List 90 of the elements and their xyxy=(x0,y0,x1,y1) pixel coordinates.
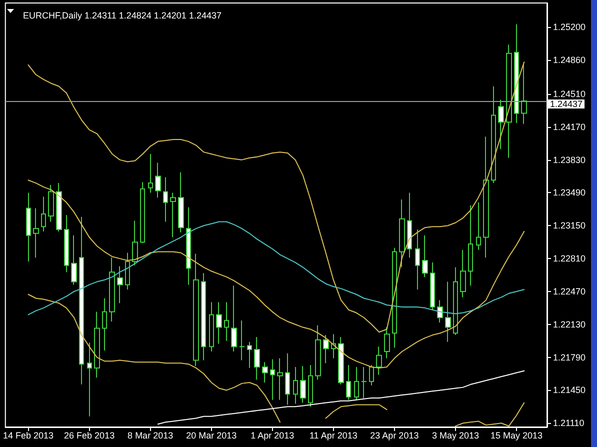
candlestick xyxy=(26,192,31,262)
y-tick-label: 1.23150 xyxy=(553,220,586,231)
line-series xyxy=(28,180,525,368)
candlestick xyxy=(338,336,344,385)
candlestick xyxy=(254,336,260,380)
candlestick xyxy=(514,24,519,124)
x-tick-label: 20 Mar 2013 xyxy=(186,430,237,440)
candlestick xyxy=(468,204,473,286)
y-tick-label: 1.23490 xyxy=(553,188,586,198)
candlestick xyxy=(48,184,54,222)
candlestick xyxy=(56,182,62,232)
candlestick xyxy=(231,285,237,352)
candlestick xyxy=(224,302,229,342)
candlestick xyxy=(323,334,329,364)
candlestick xyxy=(125,252,130,290)
candlestick xyxy=(376,346,382,376)
line-series xyxy=(28,62,525,333)
candlestick xyxy=(163,176,168,222)
candlestick xyxy=(170,192,176,238)
candlestick xyxy=(483,136,489,258)
x-tick-label: 8 Mar 2013 xyxy=(128,430,174,440)
candlestick xyxy=(422,234,428,278)
candlestick xyxy=(430,262,435,310)
candlestick xyxy=(178,172,184,233)
candlestick xyxy=(117,266,123,304)
candlestick xyxy=(476,202,481,250)
candlestick xyxy=(315,324,321,380)
x-tick-label: 3 May 2013 xyxy=(432,430,479,440)
x-tick-label: 1 Apr 2013 xyxy=(250,430,294,440)
candlestick xyxy=(277,358,283,400)
y-tick-label: 1.21450 xyxy=(553,385,586,396)
candlestick xyxy=(41,196,46,232)
y-tick-label: 1.23830 xyxy=(553,154,586,165)
y-tick-label: 1.22130 xyxy=(553,319,586,330)
y-tick-label: 1.22810 xyxy=(553,254,586,264)
text: EURCHF,Daily 1.24311 1.24824 1.24201 1.24437 xyxy=(23,10,222,20)
y-tick-label: 1.24170 xyxy=(553,122,586,132)
candlestick xyxy=(300,366,306,404)
candlestick xyxy=(270,358,275,400)
candlestick xyxy=(102,298,107,352)
candlestick xyxy=(79,216,84,385)
y-tick-label: 1.22470 xyxy=(553,286,586,296)
candlestick xyxy=(33,208,39,258)
candlestick xyxy=(399,199,405,268)
candlestick xyxy=(445,281,451,342)
candlestick xyxy=(64,214,69,273)
y-tick-label: 1.21110 xyxy=(553,418,584,428)
candlestick xyxy=(209,302,214,352)
candlestick xyxy=(140,182,145,244)
x-tick-label: 14 Feb 2013 xyxy=(2,430,54,440)
candlestick xyxy=(155,162,161,198)
candlestick xyxy=(87,342,92,417)
candlestick xyxy=(491,86,496,184)
candlestick xyxy=(293,366,298,404)
candlestick xyxy=(247,341,252,368)
candlestick xyxy=(407,192,412,258)
candlestick xyxy=(94,311,100,378)
candlestick xyxy=(415,229,420,290)
candlestick xyxy=(354,366,359,400)
candlestick xyxy=(521,63,527,124)
candlestick xyxy=(186,206,191,286)
x-tick-label: 15 May 2013 xyxy=(490,430,543,440)
candlestick xyxy=(308,364,313,408)
x-tick-label: 11 Apr 2013 xyxy=(309,430,358,440)
candlestick xyxy=(460,249,466,298)
candlestick xyxy=(361,366,367,398)
candlestick xyxy=(239,320,245,361)
candlestick xyxy=(369,364,374,386)
candlestick xyxy=(498,99,504,150)
y-tick-label: 1.24510 xyxy=(553,88,586,99)
candlestick xyxy=(392,247,397,348)
candlestick xyxy=(201,272,206,361)
candlestick xyxy=(384,326,390,359)
candlestick xyxy=(216,302,222,344)
candlestick xyxy=(193,253,199,367)
candlestick xyxy=(453,266,458,336)
x-tick-label: 26 Feb 2013 xyxy=(64,430,115,440)
candlestick xyxy=(148,154,153,194)
y-tick-label: 1.21790 xyxy=(553,352,586,362)
candlestick xyxy=(262,362,268,383)
candlestick xyxy=(506,44,512,158)
candlestick xyxy=(132,220,138,266)
candlestick xyxy=(437,300,443,323)
y-tick-label: 1.24860 xyxy=(553,55,586,66)
line-series xyxy=(28,221,525,316)
candlestick xyxy=(71,234,77,286)
x-tick-label: 23 Apr 2013 xyxy=(370,430,419,440)
ref-line-label: 1.24437 xyxy=(550,99,583,110)
candlestick xyxy=(109,257,115,322)
y-tick-label: 1.25200 xyxy=(553,22,586,32)
